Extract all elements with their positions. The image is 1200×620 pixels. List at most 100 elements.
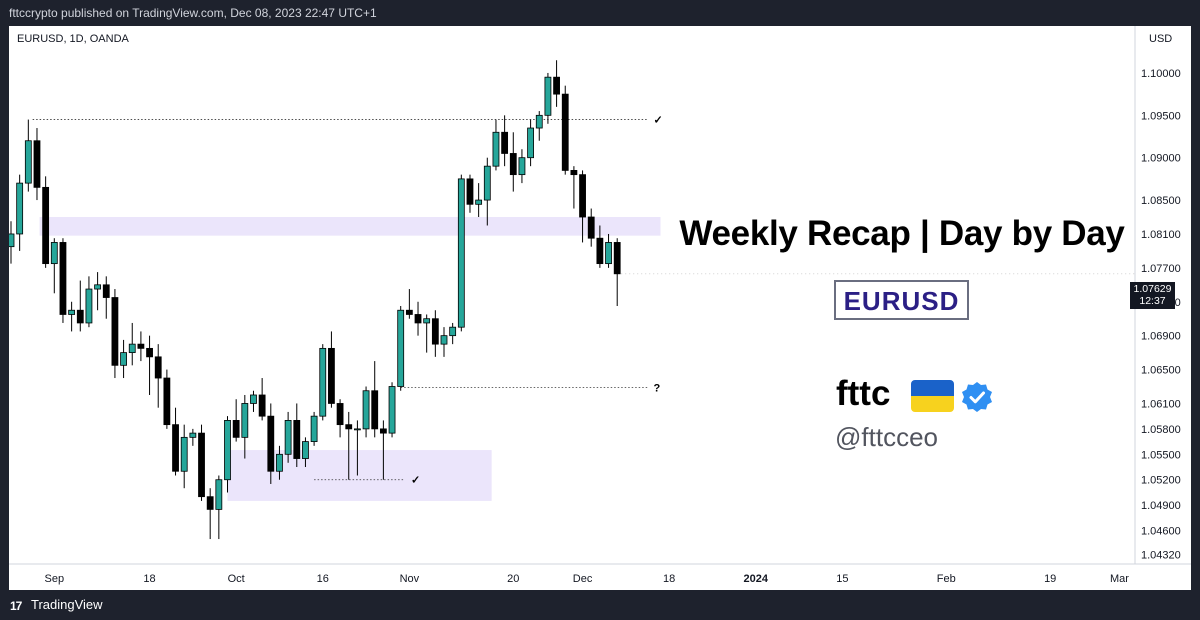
time-tick: 18 bbox=[143, 573, 155, 585]
currency-label: USD bbox=[1149, 33, 1172, 45]
time-tick: Sep bbox=[45, 573, 65, 585]
candle-body bbox=[293, 420, 301, 459]
time-axis[interactable]: Sep 18 Oct 16 Nov 20 Dec 18 2024 15 Feb 19 Mar bbox=[45, 573, 1130, 585]
candle-body bbox=[466, 178, 474, 205]
candle-body bbox=[518, 157, 526, 176]
time-tick: Oct bbox=[228, 573, 245, 585]
candle-body bbox=[457, 178, 465, 328]
candle-body bbox=[42, 186, 50, 265]
price-tick: 1.06900 bbox=[1141, 331, 1181, 343]
price-tick: 1.05800 bbox=[1141, 424, 1181, 436]
symbol-label: EURUSD, 1D, OANDA bbox=[17, 33, 130, 45]
price-tick: 1.10000 bbox=[1141, 68, 1181, 80]
candle-body bbox=[111, 297, 119, 366]
time-tick: 15 bbox=[836, 573, 848, 585]
price-tick: 1.08100 bbox=[1141, 229, 1181, 241]
candle-body bbox=[76, 309, 84, 324]
price-tick: 1.09000 bbox=[1141, 153, 1181, 165]
price-tick: 1.05200 bbox=[1141, 475, 1181, 487]
candle-body bbox=[250, 394, 257, 404]
candle-body bbox=[302, 441, 309, 459]
candle-body bbox=[276, 453, 283, 472]
candle-body bbox=[241, 403, 249, 438]
candle-body bbox=[613, 242, 621, 275]
time-tick: 19 bbox=[1044, 573, 1056, 585]
candle-body bbox=[570, 170, 578, 176]
candle-body bbox=[328, 347, 335, 404]
candle-body bbox=[405, 309, 413, 315]
time-tick: Mar bbox=[1110, 573, 1129, 585]
candle-body bbox=[198, 432, 205, 498]
candle-body bbox=[7, 233, 15, 248]
candle-body bbox=[267, 415, 275, 472]
candle-body bbox=[146, 347, 153, 358]
candle-body bbox=[388, 386, 396, 434]
candle-body bbox=[353, 428, 361, 431]
pair-badge: EURUSD bbox=[834, 280, 969, 320]
candle-body bbox=[102, 284, 110, 298]
candle-body bbox=[224, 420, 231, 481]
price-tick: 1.04320 bbox=[1141, 549, 1181, 561]
published-text: fttccrypto published on TradingView.com,… bbox=[9, 6, 377, 20]
verified-badge-icon bbox=[962, 382, 992, 412]
zones-layer bbox=[39, 217, 661, 501]
time-tick: Nov bbox=[400, 573, 420, 585]
candle-body bbox=[553, 76, 560, 95]
candle-body bbox=[128, 343, 136, 354]
candle-body bbox=[310, 415, 318, 442]
candle-body bbox=[172, 424, 179, 472]
countdown-time: 12:37 bbox=[1139, 295, 1166, 307]
price-tick: 1.06500 bbox=[1141, 365, 1181, 377]
candle-body bbox=[319, 347, 327, 417]
candle-body bbox=[431, 318, 439, 345]
candle-body bbox=[414, 314, 422, 324]
candle-body bbox=[527, 127, 534, 159]
candle-body bbox=[579, 174, 586, 218]
time-tick: Feb bbox=[937, 573, 956, 585]
candle-body bbox=[397, 309, 405, 387]
candle-body bbox=[483, 165, 491, 201]
ukraine-flag-icon bbox=[911, 380, 954, 412]
zone-1 bbox=[227, 450, 492, 501]
price-tick: 1.08500 bbox=[1141, 195, 1181, 207]
publish-bar: fttccrypto published on TradingView.com,… bbox=[0, 0, 1200, 26]
candle-body bbox=[371, 390, 379, 430]
candle-body bbox=[215, 479, 223, 510]
candle-body bbox=[336, 403, 344, 426]
price-tick: 1.04600 bbox=[1141, 526, 1181, 538]
candle-body bbox=[544, 76, 552, 116]
candle-body bbox=[440, 335, 448, 345]
price-axis[interactable]: 1.10000 1.09500 1.09000 1.08500 1.08100 1.077… bbox=[1141, 68, 1181, 561]
brand-name: fttc bbox=[836, 374, 891, 413]
time-tick: 16 bbox=[317, 573, 329, 585]
candle-body bbox=[120, 352, 127, 366]
time-tick: 2024 bbox=[744, 573, 769, 585]
candle-body bbox=[180, 436, 188, 472]
chart-panel[interactable]: EURUSD, 1D, OANDA USD ✓? ✓ 1.10000 1.09500… bbox=[7, 26, 1191, 590]
candle-body bbox=[605, 242, 612, 265]
candle-body bbox=[189, 432, 197, 438]
candle-body bbox=[163, 377, 171, 426]
level-mark-2: ✓ bbox=[411, 475, 420, 487]
candle-body bbox=[345, 424, 353, 430]
candle-body bbox=[509, 153, 517, 176]
price-tick: 1.09500 bbox=[1141, 110, 1181, 122]
tradingview-brand: TradingView bbox=[31, 597, 103, 612]
level-mark-1: ? bbox=[654, 382, 661, 394]
candle-body bbox=[16, 182, 24, 235]
candle-body bbox=[137, 343, 145, 349]
candle-body bbox=[59, 242, 67, 315]
candle-body bbox=[561, 93, 569, 171]
candlestick-chart[interactable]: EURUSD, 1D, OANDA USD ✓? ✓ 1.10000 1.09500… bbox=[7, 26, 1191, 590]
candle-body bbox=[596, 237, 604, 265]
footer-bar: 17 TradingView bbox=[0, 590, 1200, 620]
candle-body bbox=[94, 284, 101, 290]
price-tick: 1.07700 bbox=[1141, 263, 1181, 275]
candle-body bbox=[475, 199, 483, 205]
candle-body bbox=[154, 356, 162, 379]
time-tick: 18 bbox=[663, 573, 675, 585]
candle-body bbox=[50, 242, 58, 265]
candle-body bbox=[362, 390, 370, 430]
zone-0 bbox=[39, 217, 661, 236]
candle-body bbox=[284, 420, 292, 455]
